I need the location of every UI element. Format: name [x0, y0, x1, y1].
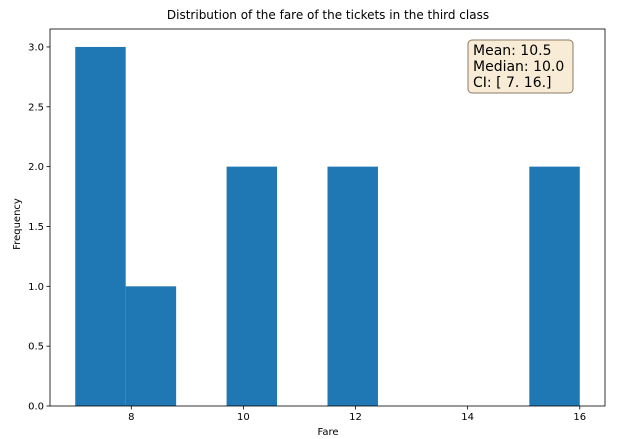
chart-title: Distribution of the fare of the tickets … — [167, 8, 489, 22]
y-axis-title: Frequency — [12, 198, 23, 250]
stats-line-2: CI: [ 7. 16.] — [473, 75, 552, 91]
x-axis-title: Fare — [317, 427, 338, 438]
stats-box-background — [467, 39, 574, 94]
histogram-bar-0 — [75, 46, 126, 406]
x-tick-label: 16 — [573, 412, 586, 423]
histogram-bar-3 — [226, 166, 278, 406]
y-tick-label: 3.0 — [28, 42, 44, 53]
y-tick-label: 2.0 — [28, 162, 44, 173]
histogram-bar-9 — [529, 166, 580, 406]
y-tick-label: 0.0 — [28, 402, 44, 413]
y-tick-label: 0.5 — [28, 342, 44, 353]
x-tick-label: 12 — [349, 412, 362, 423]
stats-line-1: Median: 10.0 — [473, 59, 564, 75]
y-tick-label: 1.5 — [28, 222, 44, 233]
histogram-bar-5 — [327, 166, 378, 406]
y-tick-label: 1.0 — [28, 282, 44, 293]
bars-group — [75, 46, 580, 406]
y-axis-ticks: 0.0 0.5 1.0 1.5 2.0 2.5 3.0 — [28, 42, 50, 413]
plot-frame — [49, 28, 606, 407]
x-tick-label: 14 — [461, 412, 474, 423]
histogram-bar-1 — [125, 286, 177, 406]
stats-line-0: Mean: 10.5 — [473, 43, 551, 59]
x-tick-label: 8 — [128, 412, 134, 423]
x-tick-label: 10 — [237, 412, 250, 423]
y-tick-label: 2.5 — [28, 102, 44, 113]
x-axis-ticks: 8 10 12 14 16 — [128, 406, 586, 423]
